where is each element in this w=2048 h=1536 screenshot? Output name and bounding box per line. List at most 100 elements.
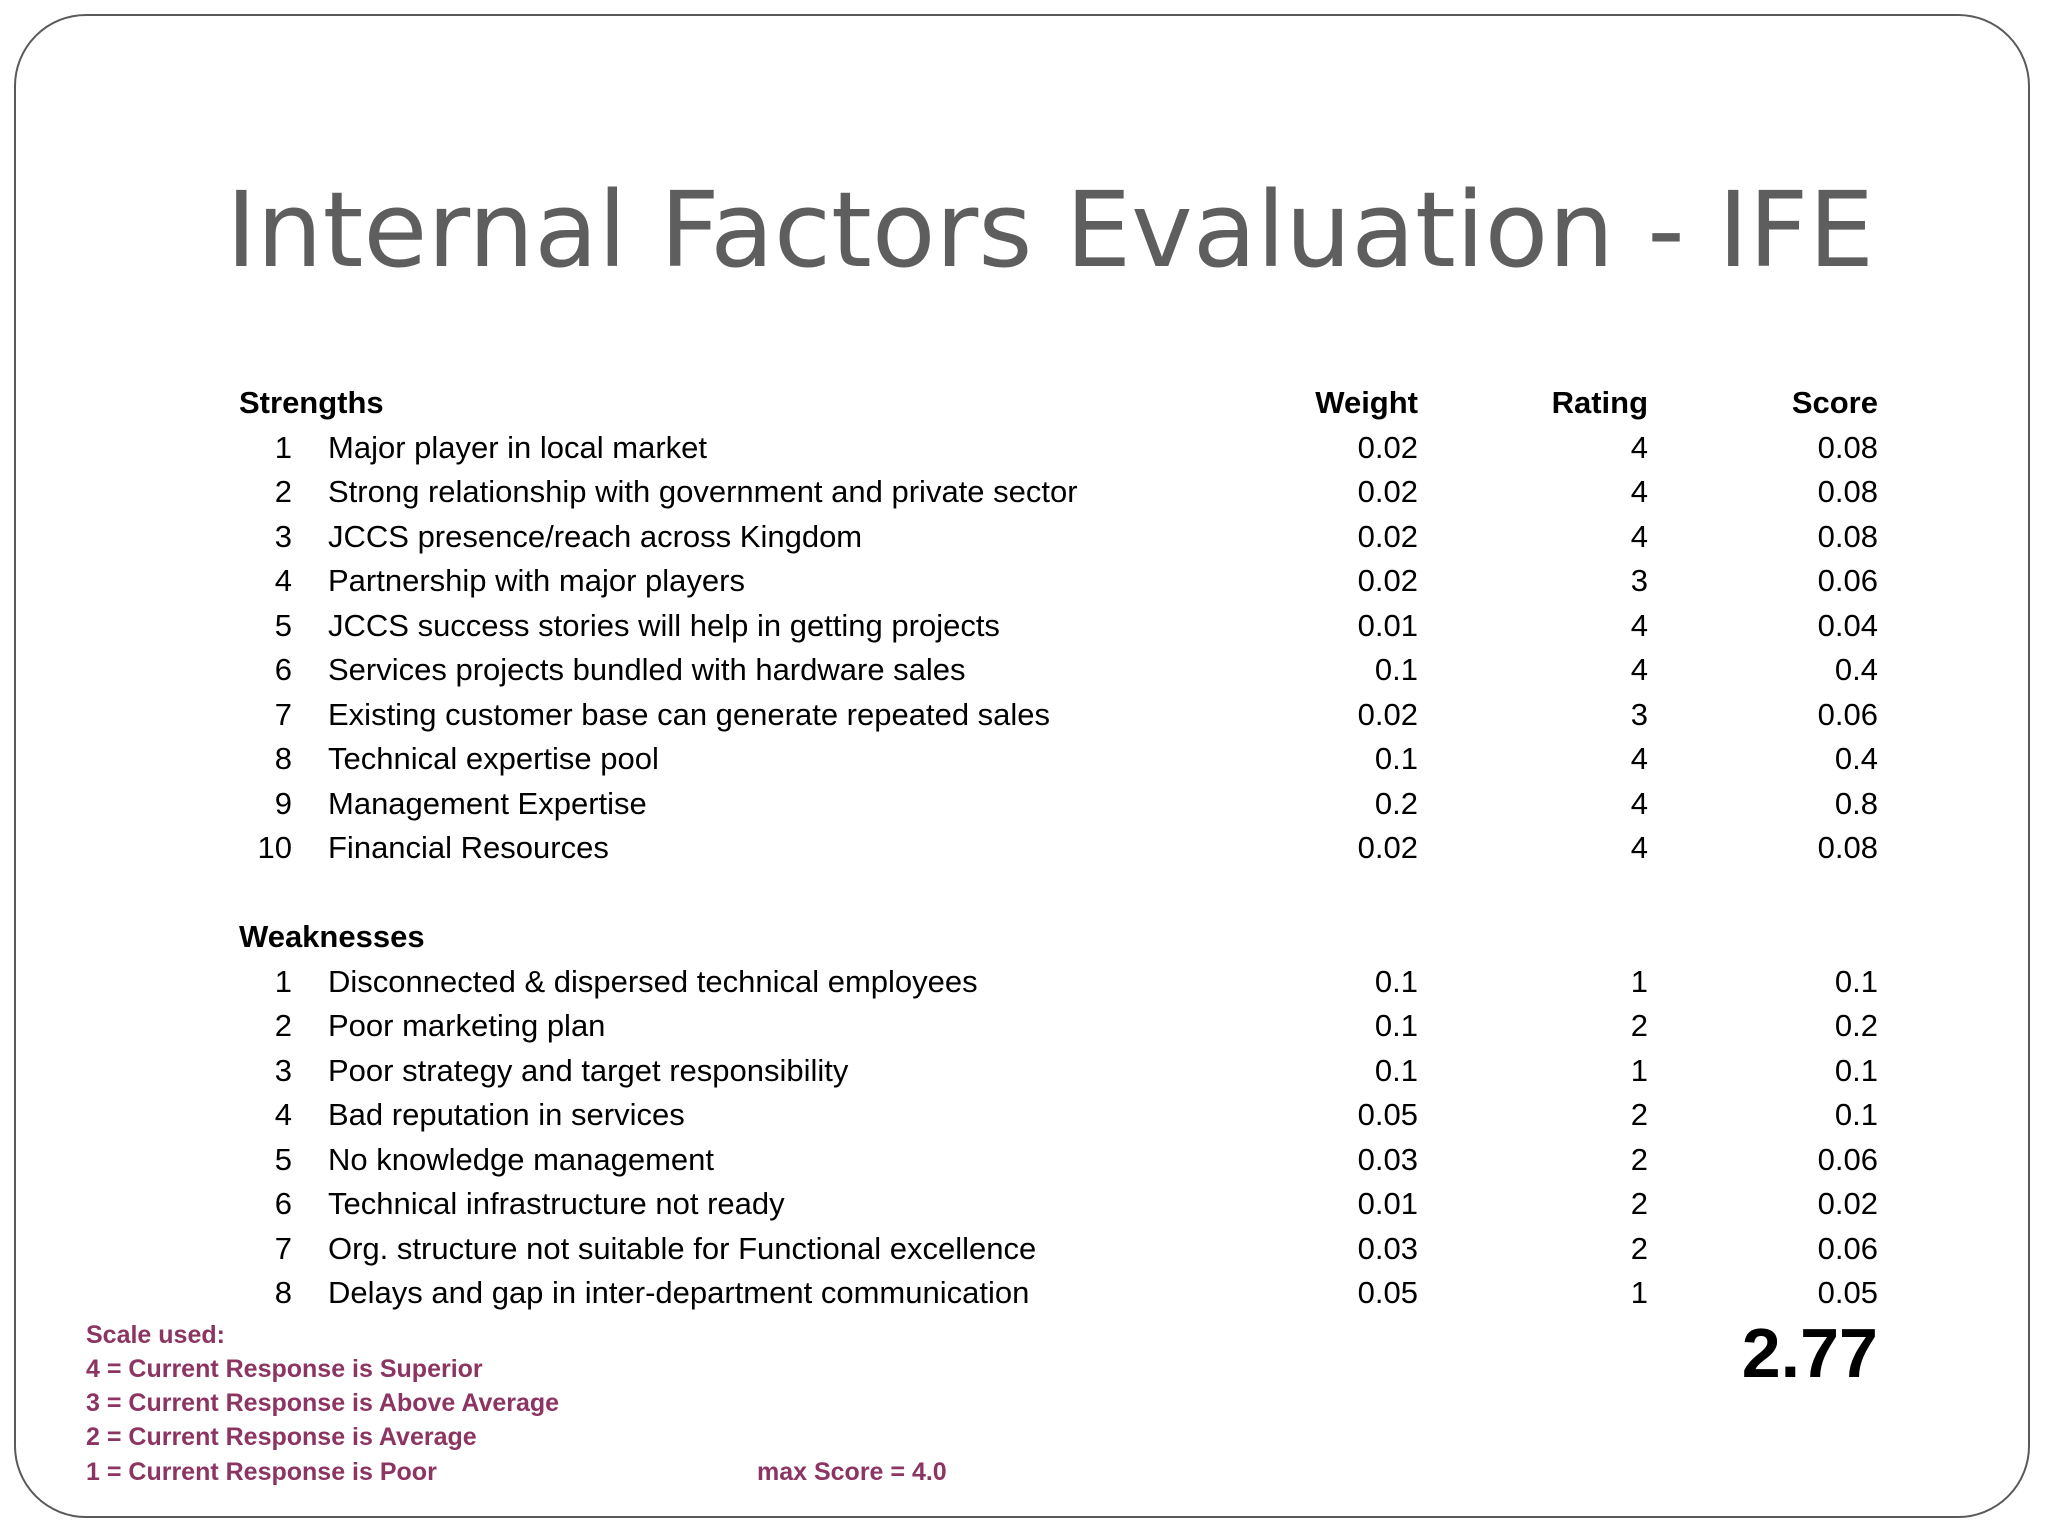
row-number: 5 bbox=[274, 608, 292, 643]
weight-value: 0.05 bbox=[1357, 1097, 1418, 1132]
score-column-header: Score bbox=[1791, 385, 1878, 420]
row-number: 4 bbox=[274, 1097, 292, 1132]
table-row: 7 Org. structure not suitable for Functi… bbox=[0, 1227, 2048, 1271]
row-number: 3 bbox=[274, 519, 292, 554]
table-row: 2 Strong relationship with government an… bbox=[0, 470, 2048, 514]
weaknesses-header-row: Weaknesses bbox=[0, 915, 2048, 959]
table-row: 6 Technical infrastructure not ready 0.0… bbox=[0, 1182, 2048, 1226]
table-row: 4 Partnership with major players 0.02 3 … bbox=[0, 559, 2048, 603]
factor-label: Major player in local market bbox=[328, 430, 708, 465]
factor-label: Poor marketing plan bbox=[328, 1008, 606, 1043]
weight-value: 0.2 bbox=[1374, 786, 1418, 821]
factor-label: JCCS presence/reach across Kingdom bbox=[328, 519, 863, 554]
table-row: 1 Disconnected & dispersed technical emp… bbox=[0, 960, 2048, 1004]
weight-value: 0.1 bbox=[1374, 1008, 1418, 1043]
rating-value: 4 bbox=[1630, 474, 1648, 509]
score-value: 0.08 bbox=[1817, 430, 1878, 465]
strengths-header-row: Strengths Weight Rating Score bbox=[0, 381, 2048, 425]
table-row: 4 Bad reputation in services 0.05 2 0.1 bbox=[0, 1093, 2048, 1137]
rating-value: 4 bbox=[1630, 430, 1648, 465]
score-value: 0.06 bbox=[1817, 697, 1878, 732]
row-number: 9 bbox=[274, 786, 292, 821]
rating-value: 2 bbox=[1630, 1142, 1648, 1177]
weaknesses-heading: Weaknesses bbox=[239, 919, 425, 954]
rating-value: 3 bbox=[1630, 697, 1648, 732]
table-row: 6 Services projects bundled with hardwar… bbox=[0, 648, 2048, 692]
weight-value: 0.02 bbox=[1357, 474, 1418, 509]
rating-value: 4 bbox=[1630, 830, 1648, 865]
row-number: 8 bbox=[274, 1275, 292, 1310]
score-value: 0.06 bbox=[1817, 1231, 1878, 1266]
table-row: 3 Poor strategy and target responsibilit… bbox=[0, 1049, 2048, 1093]
row-number: 1 bbox=[274, 430, 292, 465]
score-value: 0.08 bbox=[1817, 830, 1878, 865]
row-number: 8 bbox=[274, 741, 292, 776]
score-value: 0.08 bbox=[1817, 519, 1878, 554]
row-number: 1 bbox=[274, 964, 292, 999]
weight-value: 0.05 bbox=[1357, 1275, 1418, 1310]
weight-value: 0.01 bbox=[1357, 1186, 1418, 1221]
row-number: 7 bbox=[274, 1231, 292, 1266]
rating-value: 1 bbox=[1630, 1053, 1648, 1088]
score-value: 0.4 bbox=[1834, 741, 1878, 776]
weight-value: 0.01 bbox=[1357, 608, 1418, 643]
weight-value: 0.02 bbox=[1357, 519, 1418, 554]
score-value: 0.04 bbox=[1817, 608, 1878, 643]
scale-item: 4 = Current Response is Superior bbox=[86, 1355, 483, 1383]
factor-label: Partnership with major players bbox=[328, 563, 745, 598]
strengths-heading: Strengths bbox=[239, 385, 384, 420]
weight-value: 0.1 bbox=[1374, 652, 1418, 687]
factor-label: Management Expertise bbox=[328, 786, 647, 821]
table-row: 5 JCCS success stories will help in gett… bbox=[0, 604, 2048, 648]
score-value: 0.1 bbox=[1834, 1097, 1878, 1132]
weight-value: 0.03 bbox=[1357, 1231, 1418, 1266]
rating-value: 4 bbox=[1630, 741, 1648, 776]
table-row: 5 No knowledge management 0.03 2 0.06 bbox=[0, 1138, 2048, 1182]
rating-value: 3 bbox=[1630, 563, 1648, 598]
score-value: 0.06 bbox=[1817, 1142, 1878, 1177]
weight-value: 0.03 bbox=[1357, 1142, 1418, 1177]
row-number: 4 bbox=[274, 563, 292, 598]
table-row: 3 JCCS presence/reach across Kingdom 0.0… bbox=[0, 515, 2048, 559]
total-score: 2.77 bbox=[1741, 1314, 1878, 1392]
factor-label: JCCS success stories will help in gettin… bbox=[328, 608, 1000, 643]
table-row: 8 Delays and gap in inter-department com… bbox=[0, 1271, 2048, 1315]
rating-value: 4 bbox=[1630, 519, 1648, 554]
weight-value: 0.1 bbox=[1374, 741, 1418, 776]
factor-label: Technical expertise pool bbox=[328, 741, 659, 776]
rating-column-header: Rating bbox=[1551, 385, 1648, 420]
row-number: 2 bbox=[274, 1008, 292, 1043]
rating-value: 4 bbox=[1630, 608, 1648, 643]
score-value: 0.05 bbox=[1817, 1275, 1878, 1310]
rating-value: 1 bbox=[1630, 964, 1648, 999]
score-value: 0.06 bbox=[1817, 563, 1878, 598]
factor-label: Technical infrastructure not ready bbox=[328, 1186, 785, 1221]
row-number: 2 bbox=[274, 474, 292, 509]
scale-item: 3 = Current Response is Above Average bbox=[86, 1389, 560, 1417]
row-number: 5 bbox=[274, 1142, 292, 1177]
score-value: 0.2 bbox=[1834, 1008, 1878, 1043]
score-value: 0.02 bbox=[1817, 1186, 1878, 1221]
row-number: 6 bbox=[274, 652, 292, 687]
rating-value: 4 bbox=[1630, 652, 1648, 687]
rating-value: 2 bbox=[1630, 1186, 1648, 1221]
scale-item: 1 = Current Response is Poor bbox=[86, 1458, 437, 1486]
row-number: 7 bbox=[274, 697, 292, 732]
row-number: 3 bbox=[274, 1053, 292, 1088]
table-row: 2 Poor marketing plan 0.1 2 0.2 bbox=[0, 1004, 2048, 1048]
table-row: 1 Major player in local market 0.02 4 0.… bbox=[0, 426, 2048, 470]
weight-value: 0.02 bbox=[1357, 697, 1418, 732]
scale-heading: Scale used: bbox=[86, 1321, 225, 1349]
weight-value: 0.1 bbox=[1374, 964, 1418, 999]
weight-value: 0.02 bbox=[1357, 830, 1418, 865]
factor-label: Existing customer base can generate repe… bbox=[328, 697, 1051, 732]
max-score-note: max Score = 4.0 bbox=[757, 1458, 947, 1486]
factor-label: Delays and gap in inter-department commu… bbox=[328, 1275, 1030, 1310]
factor-label: Org. structure not suitable for Function… bbox=[328, 1231, 1037, 1266]
table-row: 8 Technical expertise pool 0.1 4 0.4 bbox=[0, 737, 2048, 781]
score-value: 0.1 bbox=[1834, 1053, 1878, 1088]
rating-value: 2 bbox=[1630, 1231, 1648, 1266]
slide-frame bbox=[14, 14, 2030, 1518]
weight-value: 0.1 bbox=[1374, 1053, 1418, 1088]
rating-value: 1 bbox=[1630, 1275, 1648, 1310]
